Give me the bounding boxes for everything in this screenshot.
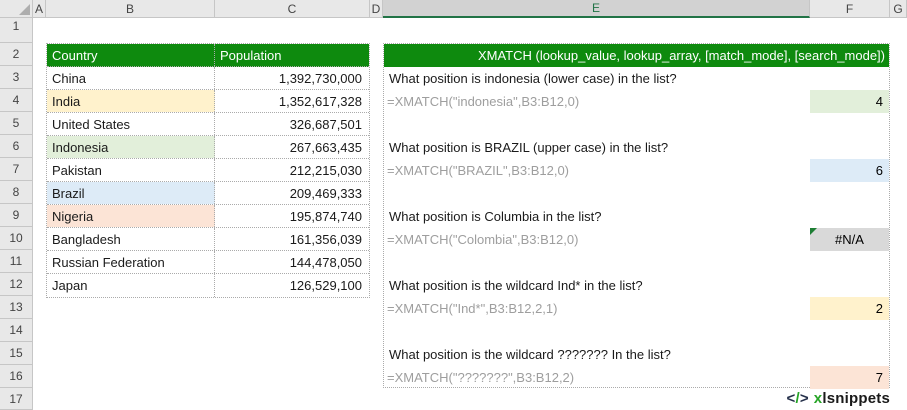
table-row: China 1,392,730,000 (47, 67, 369, 90)
table-row: United States 326,687,501 (47, 113, 369, 136)
error-value: #N/A (835, 232, 864, 247)
formula-cell[interactable]: =XMATCH("???????",B3:B12,2) (387, 370, 575, 385)
result-cell-error[interactable]: #N/A (810, 228, 889, 251)
col-header-e-selected[interactable]: E (383, 0, 810, 18)
row-header-1[interactable]: 1 (0, 18, 33, 43)
row-header-12[interactable]: 12 (0, 273, 33, 296)
table-row: Japan 126,529,100 (47, 274, 369, 297)
row-header-11[interactable]: 11 (0, 250, 33, 273)
population-cell[interactable]: 1,392,730,000 (278, 70, 362, 86)
formula-cell[interactable]: =XMATCH("indonesia",B3:B12,0) (387, 94, 580, 109)
population-cell[interactable]: 267,663,435 (289, 139, 362, 155)
row-header-3[interactable]: 3 (0, 66, 33, 89)
table-row: Pakistan 212,215,030 (47, 159, 369, 182)
country-cell[interactable]: Bangladesh (47, 228, 215, 250)
row-header-4[interactable]: 4 (0, 89, 33, 112)
population-cell[interactable]: 144,478,050 (289, 254, 362, 270)
country-table-header-row: Country Population (47, 44, 369, 67)
table-row: Russian Federation 144,478,050 (47, 251, 369, 274)
row-header-7[interactable]: 7 (0, 158, 33, 181)
population-cell[interactable]: 326,687,501 (289, 116, 362, 132)
row-header-15[interactable]: 15 (0, 342, 33, 365)
code-brackets-icon: </> (786, 389, 809, 407)
country-cell[interactable]: India (47, 90, 215, 112)
col-header-f[interactable]: F (810, 0, 890, 18)
country-header-cell[interactable]: Country (47, 44, 215, 66)
question-cell[interactable]: What position is BRAZIL (upper case) in … (389, 140, 669, 155)
population-header-cell[interactable]: Population (220, 47, 282, 63)
country-cell[interactable]: Indonesia (47, 136, 215, 158)
table-row: Nigeria 195,874,740 (47, 205, 369, 228)
row-header-17[interactable]: 17 (0, 388, 33, 410)
question-cell[interactable]: What position is Columbia in the list? (389, 209, 602, 224)
row-header-14[interactable]: 14 (0, 319, 33, 342)
xlsnippets-logo: </> x l snippets (383, 388, 890, 408)
logo-x: x (813, 389, 823, 407)
question-cell[interactable]: What position is the wildcard ??????? In… (389, 347, 671, 362)
row-header-10[interactable]: 10 (0, 227, 33, 250)
country-cell[interactable]: Russian Federation (47, 251, 215, 273)
country-cell[interactable]: United States (47, 113, 215, 135)
col-header-c[interactable]: C (215, 0, 370, 18)
result-cell[interactable]: 2 (810, 297, 889, 320)
col-header-g[interactable]: G (890, 0, 907, 18)
table-row: Indonesia 267,663,435 (47, 136, 369, 159)
col-header-d[interactable]: D (370, 0, 383, 18)
row-header-2[interactable]: 2 (0, 43, 33, 66)
population-cell[interactable]: 212,215,030 (289, 162, 362, 178)
table-row: India 1,352,617,328 (47, 90, 369, 113)
row-header-16[interactable]: 16 (0, 365, 33, 388)
country-cell[interactable]: Brazil (47, 182, 215, 204)
population-cell[interactable]: 1,352,617,328 (278, 93, 362, 109)
country-cell[interactable]: China (47, 67, 215, 89)
formula-cell[interactable]: =XMATCH("Colombia",B3:B12,0) (387, 232, 579, 247)
result-cell[interactable]: 6 (810, 159, 889, 182)
row-header-13[interactable]: 13 (0, 296, 33, 319)
country-cell[interactable]: Nigeria (47, 205, 215, 227)
logo-text: snippets (826, 389, 890, 407)
question-cell[interactable]: What position is indonesia (lower case) … (389, 71, 677, 86)
country-cell[interactable]: Pakistan (47, 159, 215, 181)
table-row: Bangladesh 161,356,039 (47, 228, 369, 251)
population-cell[interactable]: 209,469,333 (289, 185, 362, 201)
error-indicator-triangle-icon (810, 228, 817, 235)
row-header-5[interactable]: 5 (0, 112, 33, 135)
table-row: Brazil 209,469,333 (47, 182, 369, 205)
population-cell[interactable]: 126,529,100 (289, 278, 362, 293)
row-header-6[interactable]: 6 (0, 135, 33, 158)
population-cell[interactable]: 195,874,740 (289, 208, 362, 224)
country-cell[interactable]: Japan (47, 274, 215, 297)
formula-cell[interactable]: =XMATCH("Ind*",B3:B12,2,1) (387, 301, 558, 316)
formula-cell[interactable]: =XMATCH("BRAZIL",B3:B12,0) (387, 163, 570, 178)
xmatch-examples-block: XMATCH (lookup_value, lookup_array, [mat… (383, 43, 890, 389)
row-header-8[interactable]: 8 (0, 181, 33, 204)
select-all-triangle-icon (19, 4, 30, 15)
logo-l: l (822, 389, 827, 407)
population-cell[interactable]: 161,356,039 (289, 231, 362, 247)
country-table: Country Population China 1,392,730,000 I… (46, 43, 370, 298)
result-cell[interactable]: 7 (810, 366, 889, 389)
col-header-b[interactable]: B (46, 0, 215, 18)
row-header-9[interactable]: 9 (0, 204, 33, 227)
result-cell[interactable]: 4 (810, 90, 889, 113)
question-cell[interactable]: What position is the wildcard Ind* in th… (389, 278, 643, 293)
xmatch-title-cell[interactable]: XMATCH (lookup_value, lookup_array, [mat… (384, 44, 889, 67)
col-header-a[interactable]: A (33, 0, 46, 18)
select-all-corner[interactable] (0, 0, 33, 18)
